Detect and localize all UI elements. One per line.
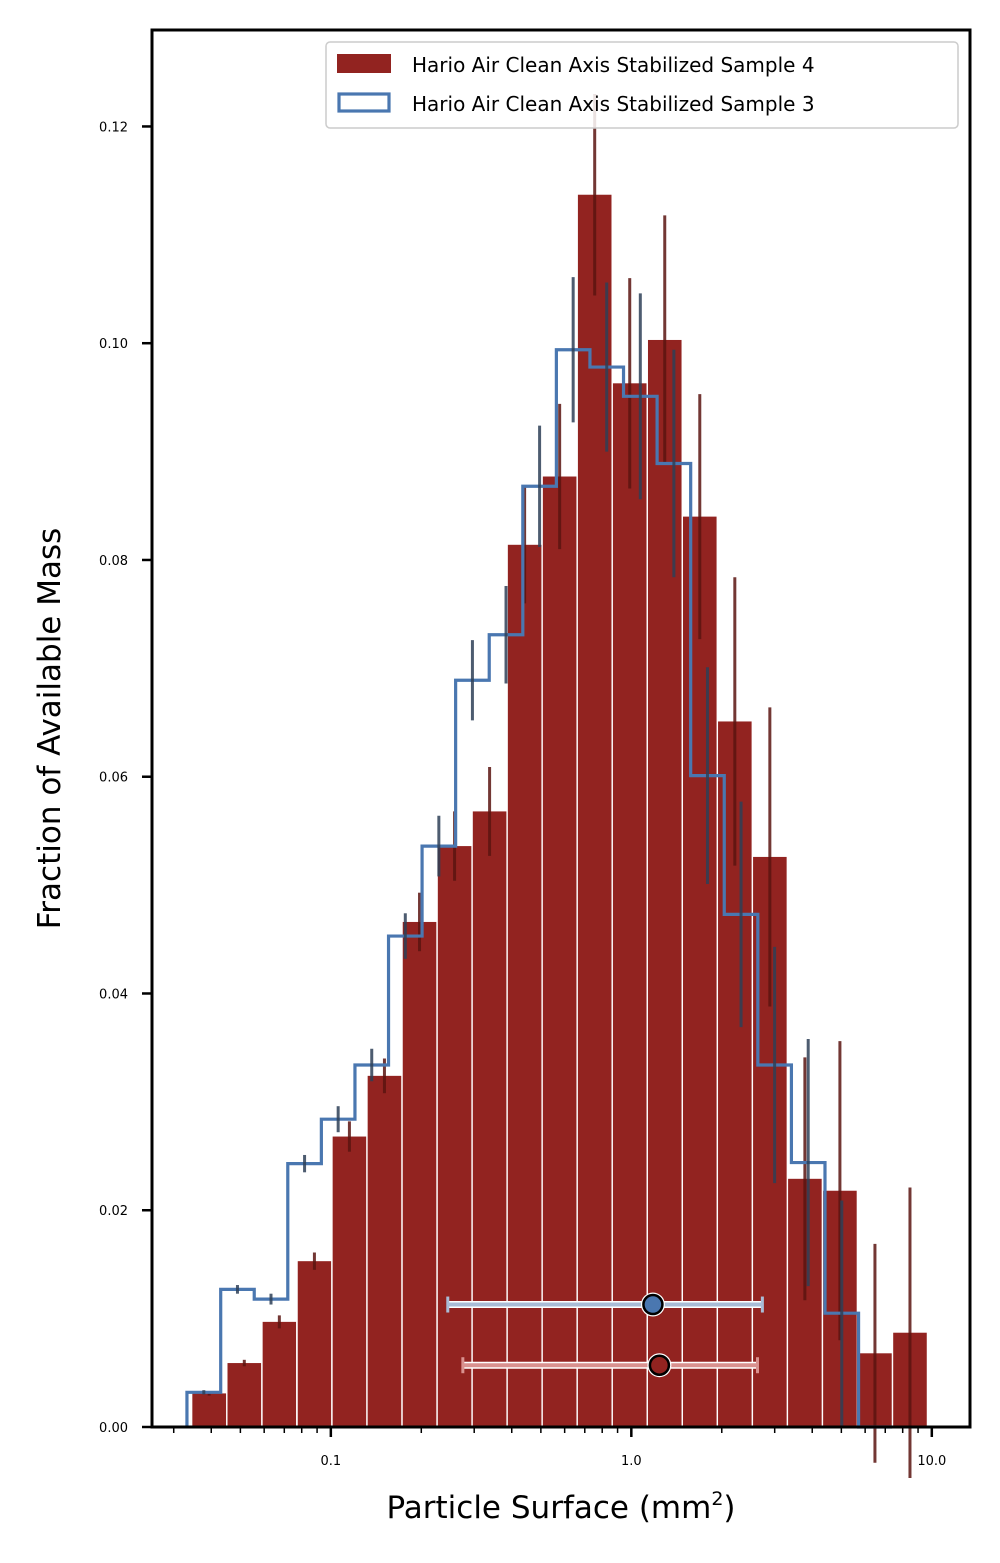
step-group bbox=[185, 348, 893, 1429]
x-tick-label-1: 1.0 bbox=[621, 1454, 642, 1469]
y-tick-label-1: 0.02 bbox=[99, 1204, 128, 1219]
x-axis-ticks: 0.1 1.0 10.0 bbox=[172, 1427, 946, 1469]
bar-sample4-10 bbox=[542, 476, 577, 1427]
y-tick-label-3: 0.06 bbox=[99, 771, 128, 786]
y-tick-label-6: 0.12 bbox=[99, 120, 128, 135]
y-tick-label-5: 0.10 bbox=[99, 337, 128, 352]
step-error-bars-group bbox=[202, 277, 844, 1426]
bar-sample4-13 bbox=[647, 339, 682, 1427]
x-axis-title: Particle Surface (mm2) bbox=[386, 1488, 735, 1526]
bar-error-bars-group bbox=[207, 93, 912, 1478]
plot-frame bbox=[150, 28, 972, 1429]
x-axis-title-main: Particle Surface (mm bbox=[386, 1490, 711, 1526]
bar-sample4-8 bbox=[472, 811, 507, 1427]
bar-sample4-5 bbox=[367, 1075, 402, 1427]
bar-sample4-3 bbox=[297, 1261, 332, 1427]
bar-sample4-0 bbox=[192, 1393, 227, 1427]
bar-sample4-6 bbox=[402, 921, 437, 1427]
step-line-sample3 bbox=[185, 348, 893, 1429]
x-tick-label-2: 10.0 bbox=[917, 1454, 946, 1469]
x-tick-label-0: 0.1 bbox=[320, 1454, 341, 1469]
legend-swatch-sample4 bbox=[337, 54, 391, 73]
y-axis-title: Fraction of Available Mass bbox=[32, 528, 68, 930]
x-axis-title-end: ) bbox=[723, 1490, 735, 1526]
y-tick-label-4: 0.08 bbox=[99, 554, 128, 569]
bars-group bbox=[192, 194, 927, 1427]
legend-swatch-sample3 bbox=[337, 92, 391, 113]
legend-label-sample4: Hario Air Clean Axis Stabilized Sample 4 bbox=[412, 53, 815, 77]
bar-sample4-4 bbox=[332, 1136, 367, 1427]
bar-sample4-7 bbox=[437, 846, 472, 1427]
legend: Hario Air Clean Axis Stabilized Sample 4… bbox=[325, 41, 959, 129]
y-tick-label-0: 0.00 bbox=[99, 1421, 128, 1436]
legend-label-sample3: Hario Air Clean Axis Stabilized Sample 3 bbox=[412, 92, 815, 116]
y-tick-label-2: 0.04 bbox=[99, 987, 128, 1002]
legend-box bbox=[325, 41, 959, 129]
summary-points-group bbox=[446, 1292, 764, 1378]
bar-sample4-2 bbox=[262, 1321, 297, 1427]
bar-sample4-1 bbox=[227, 1363, 262, 1427]
y-axis-ticks: 0.00 0.02 0.04 0.06 0.08 0.10 0.12 bbox=[99, 120, 152, 1436]
bar-sample4-9 bbox=[507, 544, 542, 1427]
bar-sample4-14 bbox=[683, 516, 717, 1427]
bar-sample4-12 bbox=[612, 383, 647, 1427]
x-axis-title-superscript: 2 bbox=[711, 1488, 723, 1510]
summary-point-sample4 bbox=[648, 1354, 671, 1376]
summary-point-sample3 bbox=[642, 1293, 664, 1316]
